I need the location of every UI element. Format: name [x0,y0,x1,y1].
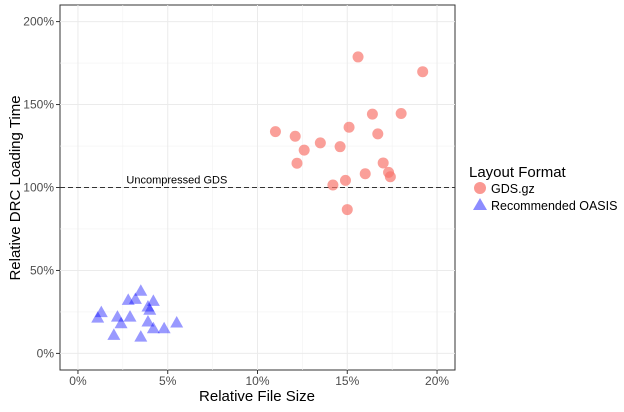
data-point-oasis [141,315,155,327]
y-tick-label: 50% [30,263,54,277]
data-point-oasis [91,311,105,323]
data-point-oasis [143,303,157,315]
legend-marker-oasis [473,198,487,210]
data-point-oasis [110,310,124,322]
y-tick-label: 0% [37,346,55,360]
data-point-gds [377,157,389,169]
reference-line: Uncompressed GDS [60,175,455,188]
data-point-gds [341,204,353,216]
x-tick-label: 15% [335,374,359,388]
data-point-oasis [94,305,108,318]
data-point-gds [359,168,371,180]
data-point-gds [291,157,303,169]
data-point-gds [289,130,301,142]
data-point-gds [352,51,364,63]
data-point-gds [339,174,351,186]
data-point-gds [298,144,310,156]
data-point-oasis [146,294,160,306]
data-point-gds [269,126,281,138]
legend-label-oasis: Recommended OASIS [491,199,617,213]
data-point-oasis [114,316,128,329]
reference-line-label: Uncompressed GDS [126,175,227,187]
legend: Layout Format GDS.gz Recommended OASIS [469,164,617,213]
legend-label-gds: GDS.gz [491,182,535,196]
data-point-gds [372,128,384,140]
data-point-gds [395,108,407,120]
data-point-oasis [128,292,142,304]
axes: 0% 5% 10% 15% 20% 0% 50% 100% 150% 200% [23,15,449,388]
data-point-oasis [157,321,171,334]
x-axis-label: Relative File Size [199,388,315,405]
data-point-oasis [146,321,160,334]
data-point-gds [334,141,346,153]
data-point-oasis [121,293,135,305]
points [91,51,429,342]
y-tick-label: 100% [23,181,54,195]
x-tick-label: 10% [245,374,269,388]
data-point-gds [384,171,396,183]
y-tick-label: 150% [23,98,54,112]
x-tick-label: 0% [69,374,87,388]
legend-title: Layout Format [469,164,567,181]
data-point-gds [343,121,355,133]
data-point-oasis [134,284,148,296]
data-point-gds [417,66,429,78]
y-axis-label: Relative DRC Loading Time [7,95,24,280]
data-point-gds [314,137,326,149]
data-point-gds [327,179,339,191]
data-point-oasis [141,299,155,312]
x-tick-label: 5% [159,374,177,388]
y-tick-label: 200% [23,15,54,29]
data-point-oasis [123,310,137,322]
data-point-oasis [170,316,184,328]
data-point-gds [366,108,378,120]
data-point-oasis [107,328,121,340]
legend-marker-gds [474,182,486,194]
x-tick-label: 20% [425,374,449,388]
data-point-oasis [134,330,148,342]
